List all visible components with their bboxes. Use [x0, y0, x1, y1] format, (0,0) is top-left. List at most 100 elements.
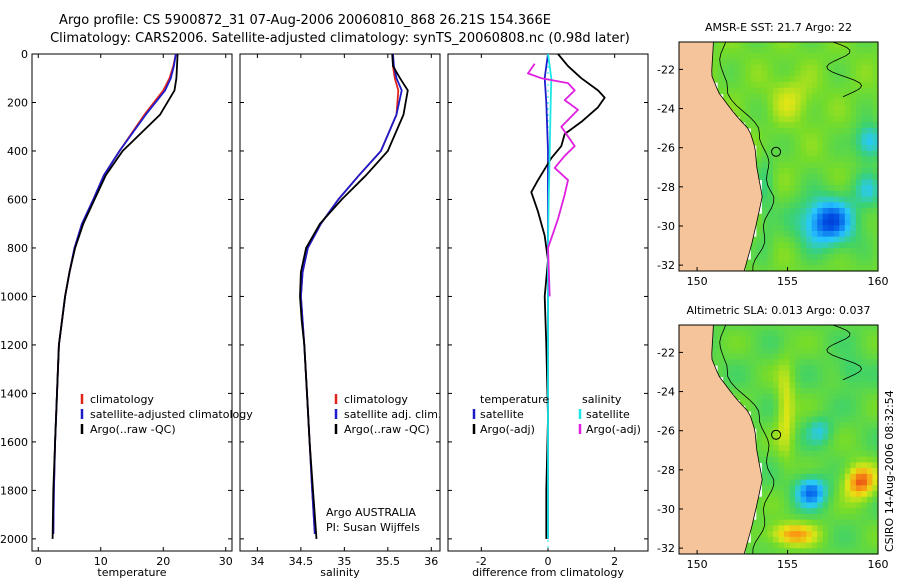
map-grid-cell — [839, 428, 846, 435]
map-grid-cell — [866, 519, 874, 526]
map-grid-cell — [833, 445, 840, 452]
map-grid-cell — [750, 93, 757, 100]
map-grid-cell — [855, 225, 863, 232]
map-grid-cell — [828, 104, 835, 112]
map-grid-cell — [761, 104, 769, 112]
map-grid-cell — [784, 253, 791, 261]
map-grid-cell — [800, 428, 807, 435]
map-grid-cell — [822, 202, 829, 209]
map-grid-cell — [784, 47, 791, 55]
map-grid-cell — [800, 491, 807, 498]
map-grid-cell — [866, 422, 874, 429]
map-grid-cell — [767, 508, 774, 515]
map-grid-cell — [872, 347, 879, 355]
map-grid-cell — [800, 213, 807, 221]
map-grid-cell — [750, 70, 757, 77]
map-grid-cell — [784, 513, 791, 521]
map-grid-cell — [784, 76, 791, 83]
map-grid-cell — [822, 82, 829, 89]
map-grid-cell — [772, 330, 780, 338]
map-grid-cell — [806, 491, 813, 498]
map-grid-cell — [734, 76, 741, 83]
map-grid-cell — [723, 342, 730, 349]
map-grid-cell — [855, 104, 863, 112]
map-grid-cell — [761, 99, 769, 106]
map-grid-cell — [833, 548, 840, 555]
map-grid-cell — [806, 47, 813, 55]
map-grid-cell — [872, 542, 879, 549]
map-grid-cell — [822, 422, 829, 429]
map-grid-cell — [861, 202, 868, 209]
map-grid-cell — [817, 230, 824, 238]
map-grid-cell — [750, 104, 757, 112]
map-grid-cell — [739, 330, 746, 338]
map-grid-cell — [784, 236, 791, 243]
map-grid-cell — [861, 230, 868, 238]
map-grid-cell — [756, 428, 763, 435]
map-grid-cell — [861, 213, 868, 221]
map-grid-cell — [717, 359, 724, 366]
map-grid-cell — [861, 265, 868, 272]
map-grid-cell — [850, 47, 857, 55]
map-grid-cell — [778, 70, 785, 77]
map-grid-cell — [866, 456, 874, 463]
map-grid-cell — [800, 519, 807, 526]
map-grid-cell — [712, 53, 719, 60]
map-grid-cell — [822, 127, 829, 135]
map-grid-cell — [855, 502, 863, 509]
map-grid-cell — [839, 548, 846, 555]
map-grid-cell — [756, 536, 763, 544]
map-grid-cell — [806, 422, 813, 429]
map-grid-cell — [767, 416, 774, 423]
map-grid-cell — [839, 462, 846, 469]
map-grid-cell — [861, 422, 868, 429]
map-grid-cell — [833, 110, 840, 118]
map-grid-cell — [778, 208, 785, 215]
map-grid-cell — [828, 259, 835, 266]
map-grid-cell — [789, 133, 796, 140]
map-grid-cell — [767, 162, 774, 169]
map-grid-cell — [828, 336, 835, 343]
map-grid-cell — [761, 428, 769, 435]
map-grid-cell — [811, 42, 818, 49]
map-grid-cell — [806, 376, 813, 383]
map-grid-cell — [833, 325, 840, 332]
map-grid-cell — [767, 450, 774, 458]
x-tick-label: 150 — [687, 275, 708, 288]
map-grid-cell — [761, 82, 769, 89]
map-grid-cell — [833, 116, 840, 123]
map-grid-cell — [866, 156, 874, 163]
map-grid-cell — [817, 196, 824, 203]
map-grid-cell — [795, 462, 802, 469]
map-grid-cell — [811, 439, 818, 446]
map-grid-cell — [811, 513, 818, 521]
map-grid-cell — [772, 468, 780, 475]
map-grid-cell — [806, 382, 813, 389]
map-grid-cell — [761, 393, 769, 401]
map-grid-cell — [817, 93, 824, 100]
map-grid-cell — [789, 479, 796, 486]
map-grid-cell — [750, 127, 757, 135]
map-grid-cell — [866, 370, 874, 378]
map-grid-cell — [861, 342, 868, 349]
map-grid-cell — [806, 342, 813, 349]
map-grid-cell — [822, 133, 829, 140]
map-grid-cell — [822, 485, 829, 492]
map-grid-cell — [844, 531, 851, 538]
map-grid-cell — [866, 410, 874, 418]
map-grid-cell — [866, 548, 874, 555]
x-axis-label: difference from climatology — [472, 566, 624, 579]
map-grid-cell — [817, 42, 824, 49]
map-grid-cell — [784, 325, 791, 332]
map-grid-cell — [850, 513, 857, 521]
map-grid-cell — [806, 82, 813, 89]
map-grid-cell — [795, 336, 802, 343]
map-grid-cell — [745, 376, 752, 383]
map-grid-cell — [811, 416, 818, 423]
map-grid-cell — [811, 330, 818, 338]
map-grid-cell — [767, 433, 774, 441]
map-grid-cell — [811, 325, 818, 332]
depth-contour — [826, 324, 863, 381]
map-grid-cell — [761, 219, 769, 226]
map-grid-cell — [839, 59, 846, 66]
